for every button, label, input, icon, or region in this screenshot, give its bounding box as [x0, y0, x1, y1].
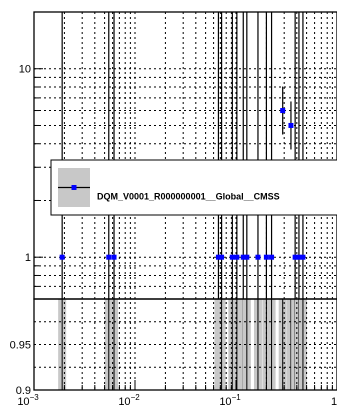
y-tick-label-top-0: 1 — [25, 252, 31, 264]
legend-marker — [71, 185, 77, 190]
data-point-5 — [229, 254, 235, 260]
legend-label: DQM_V0001_R000000001__Global__CMSS — [97, 192, 280, 202]
y-tick-label-bot-1: 0.9 — [16, 385, 31, 397]
data-point-16 — [300, 254, 306, 260]
legend-box — [50, 159, 337, 216]
y-tick-label-top-1: 10 — [19, 64, 31, 76]
bottom-frame — [33, 298, 337, 391]
data-point-4 — [219, 254, 225, 260]
data-point-12 — [280, 108, 286, 114]
data-point-6 — [234, 254, 240, 260]
grid — [34, 12, 337, 390]
data-point-10 — [263, 254, 269, 260]
x-ticks — [33, 11, 337, 390]
data-point-0 — [59, 254, 65, 260]
data-point-13 — [288, 122, 294, 128]
data-point-2 — [111, 254, 117, 260]
data-point-15 — [296, 254, 302, 260]
data-point-8 — [244, 254, 250, 260]
data-point-9 — [255, 254, 261, 260]
data-point-3 — [215, 254, 221, 260]
points — [59, 12, 306, 299]
data-point-11 — [269, 254, 275, 260]
x-tick-label-2: 10−1 — [219, 393, 241, 408]
x-tick-label-1: 10−2 — [118, 393, 140, 408]
x-tick-label-0: 10−3 — [17, 393, 39, 408]
x-tick-label-3: 1 — [331, 396, 337, 408]
data-point-7 — [240, 254, 246, 260]
legend: DQM_V0001_R000000001__Global__CMSS — [50, 159, 337, 216]
y-tick-label-bot-0: 0.95 — [10, 340, 31, 352]
data-point-1 — [106, 254, 112, 260]
data-point-14 — [292, 254, 298, 260]
top-frame — [33, 11, 337, 300]
